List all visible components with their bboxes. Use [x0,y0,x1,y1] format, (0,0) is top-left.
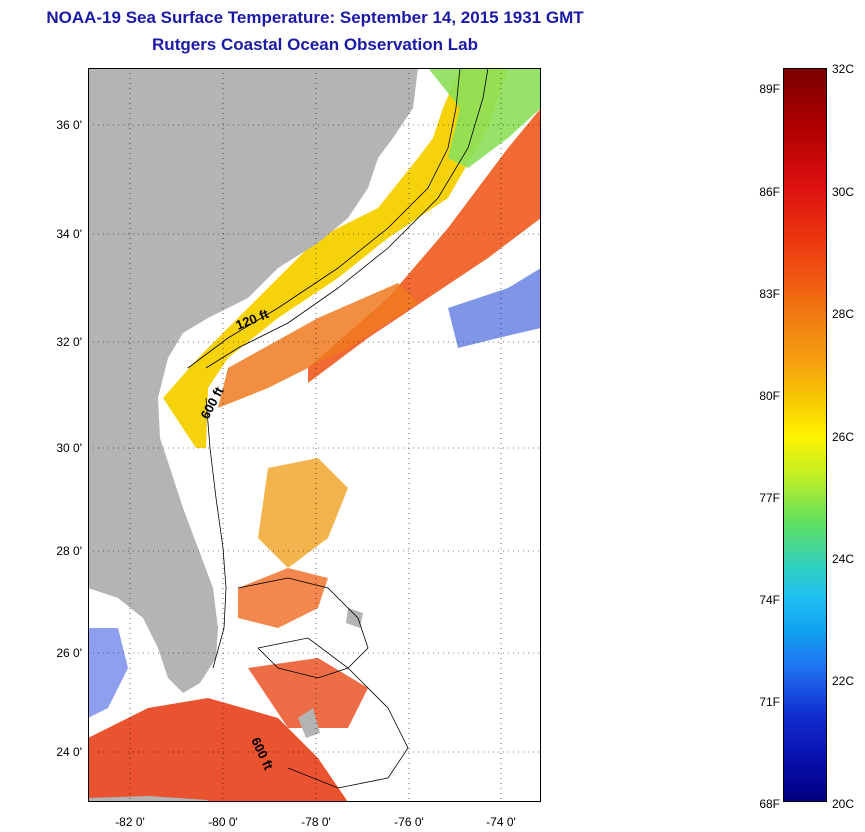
us-east-coast-land [88,68,418,693]
colorbar-label-30c: 30C [832,185,855,199]
sst-map: 120 ft 600 ft 600 ft [88,68,541,802]
blue-patches-west [88,628,128,718]
colorbar-label-71f: 71F [759,695,780,709]
contour-120ft [187,68,461,369]
colorbar-label-80f: 80F [759,389,780,403]
warm-patches-south [238,568,328,628]
shelf-water [163,68,508,448]
colorbar-label-22c: 22C [832,674,855,688]
colorbar-label-20c: 20C [832,797,855,811]
colorbar-label-26c: 26C [832,430,855,444]
colorbar-label-83f: 83F [759,287,780,301]
blue-patches-ne [448,268,541,348]
colorbar-label-77f: 77F [759,491,780,505]
colorbar-label-68f: 68F [759,797,780,811]
bahamas-warm-water [248,658,368,728]
colorbar-label-86f: 86F [759,185,780,199]
lon-label-80: -80 0' [208,815,238,829]
lat-label-30: 30 0' [56,441,82,455]
map-title: NOAA-19 Sea Surface Temperature: Septemb… [46,8,584,27]
lat-label-26: 26 0' [56,646,82,660]
cool-nearshore-water [428,68,541,168]
contour-600ft [205,68,489,369]
lat-label-34: 34 0' [56,227,82,241]
lat-label-32: 32 0' [56,335,82,349]
lon-label-76: -76 0' [394,815,424,829]
lat-label-24: 24 0' [56,745,82,759]
map-subtitle: Rutgers Coastal Ocean Observation Lab [152,35,478,54]
temperature-colorbar [783,68,827,802]
cuba-land [88,796,208,802]
lat-label-36: 36 0' [56,118,82,132]
colorbar-label-74f: 74F [759,593,780,607]
warm-patches-central [258,458,348,568]
bahamas-island-2 [346,608,363,628]
colorbar-label-32c: 32C [832,62,855,76]
colorbar-label-89f: 89F [759,82,780,96]
lon-label-82: -82 0' [115,815,145,829]
lon-label-74: -74 0' [486,815,516,829]
contour-bahamas [237,577,369,679]
lon-label-78: -78 0' [301,815,331,829]
lat-label-28: 28 0' [56,544,82,558]
colorbar-label-28c: 28C [832,307,855,321]
southern-warm-water [88,698,348,802]
offshore-warm-patch [218,283,418,408]
contour-bahamas-2 [257,637,409,789]
bahamas-island-1 [298,708,320,738]
colorbar-label-24c: 24C [832,552,855,566]
